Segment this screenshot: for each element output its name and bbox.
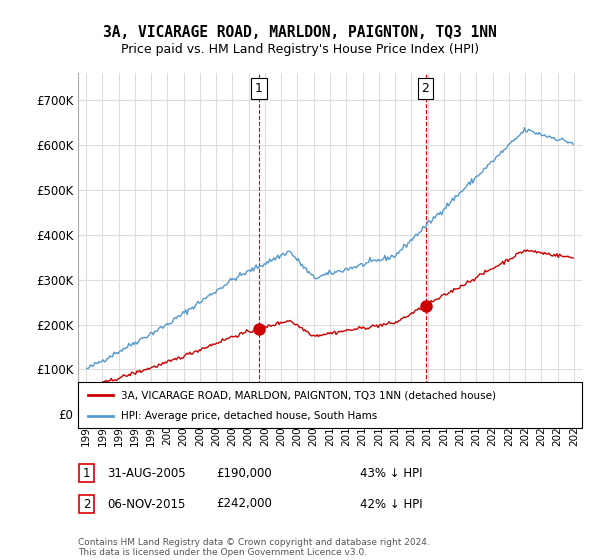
Text: 2: 2 [83,497,90,511]
Text: Price paid vs. HM Land Registry's House Price Index (HPI): Price paid vs. HM Land Registry's House … [121,43,479,55]
Text: 1: 1 [83,466,90,480]
Text: 06-NOV-2015: 06-NOV-2015 [107,497,185,511]
FancyBboxPatch shape [79,495,94,513]
Text: HPI: Average price, detached house, South Hams: HPI: Average price, detached house, Sout… [121,410,377,421]
Text: 1: 1 [255,82,263,95]
Text: £242,000: £242,000 [216,497,272,511]
Text: £190,000: £190,000 [216,466,272,480]
Text: 31-AUG-2005: 31-AUG-2005 [107,466,185,480]
Text: 2: 2 [422,82,430,95]
FancyBboxPatch shape [78,382,582,428]
Text: 3A, VICARAGE ROAD, MARLDON, PAIGNTON, TQ3 1NN: 3A, VICARAGE ROAD, MARLDON, PAIGNTON, TQ… [103,25,497,40]
Text: 42% ↓ HPI: 42% ↓ HPI [360,497,422,511]
Text: Contains HM Land Registry data © Crown copyright and database right 2024.
This d: Contains HM Land Registry data © Crown c… [78,538,430,557]
Text: 43% ↓ HPI: 43% ↓ HPI [360,466,422,480]
Text: 3A, VICARAGE ROAD, MARLDON, PAIGNTON, TQ3 1NN (detached house): 3A, VICARAGE ROAD, MARLDON, PAIGNTON, TQ… [121,390,496,400]
FancyBboxPatch shape [79,464,94,482]
